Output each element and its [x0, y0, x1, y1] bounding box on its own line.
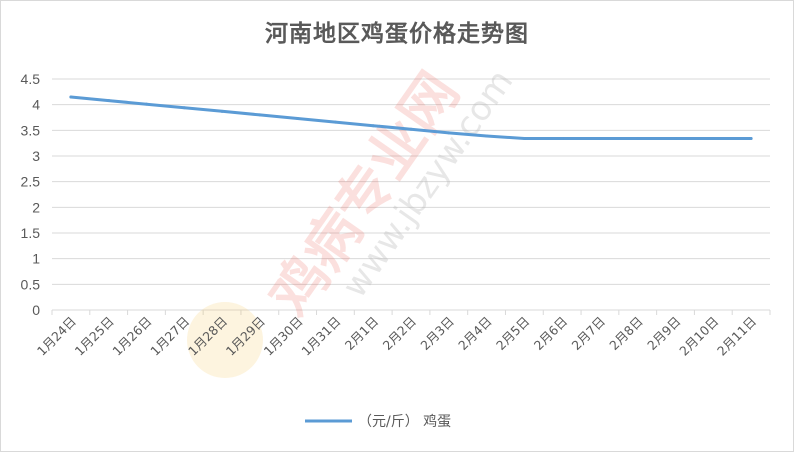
x-tick-label: 1月30日 [261, 314, 306, 359]
data-point [333, 120, 337, 124]
chart-title: 河南地区鸡蛋价格走势图 [265, 20, 529, 47]
data-point [182, 106, 186, 110]
data-point [220, 109, 224, 113]
x-tick-label: 1月25日 [72, 314, 117, 359]
x-tick-label: 2月5日 [493, 314, 533, 354]
y-tick-label: 2 [32, 199, 40, 215]
x-tick-label: 1月24日 [34, 314, 79, 359]
y-tick-label: 1 [32, 251, 40, 267]
data-point [749, 137, 753, 141]
x-tick-label: 2月2日 [380, 314, 420, 354]
data-point [636, 137, 640, 141]
data-point [674, 137, 678, 141]
grid-lines [51, 78, 771, 315]
data-point [485, 134, 489, 138]
x-axis-ticks: 1月24日1月25日1月26日1月27日1月28日1月29日1月30日1月31日… [34, 314, 759, 359]
y-tick-label: 3 [32, 148, 40, 164]
x-tick-label: 2月7日 [569, 314, 609, 354]
x-tick-label: 2月6日 [531, 314, 571, 354]
data-point [560, 137, 564, 141]
data-point [258, 113, 262, 117]
y-tick-label: 0 [32, 302, 40, 318]
x-tick-label: 1月26日 [109, 314, 154, 359]
series-lines [69, 95, 753, 141]
y-axis-ticks: 0 0.5 1 1.5 2 2.5 3 3.5 4 4.5 [21, 71, 41, 318]
x-tick-label: 2月8日 [606, 314, 646, 354]
y-tick-label: 2.5 [21, 174, 41, 190]
data-point [371, 124, 375, 128]
x-tick-label: 2月10日 [676, 314, 721, 359]
y-tick-label: 4 [32, 97, 40, 113]
data-point [711, 137, 715, 141]
data-point [598, 137, 602, 141]
data-point [69, 95, 73, 99]
data-point [447, 131, 451, 135]
x-tick-label: 1月27日 [147, 314, 192, 359]
legend-label: （元/斤） 鸡蛋 [358, 413, 451, 430]
x-tick-label: 2月1日 [342, 314, 382, 354]
data-point [409, 127, 413, 131]
x-tick-label: 2月11日 [714, 314, 759, 359]
y-tick-label: 1.5 [21, 225, 41, 241]
y-tick-label: 0.5 [21, 276, 41, 292]
data-point [107, 99, 111, 103]
data-point [522, 137, 526, 141]
x-tick-label: 2月4日 [455, 314, 495, 354]
watermark-logo-icon [187, 302, 263, 378]
y-tick-label: 4.5 [21, 71, 41, 87]
data-point [144, 102, 148, 106]
data-point [296, 117, 300, 121]
legend: （元/斤） 鸡蛋 [305, 413, 451, 430]
y-tick-label: 3.5 [21, 122, 41, 138]
x-tick-label: 2月3日 [417, 314, 457, 354]
